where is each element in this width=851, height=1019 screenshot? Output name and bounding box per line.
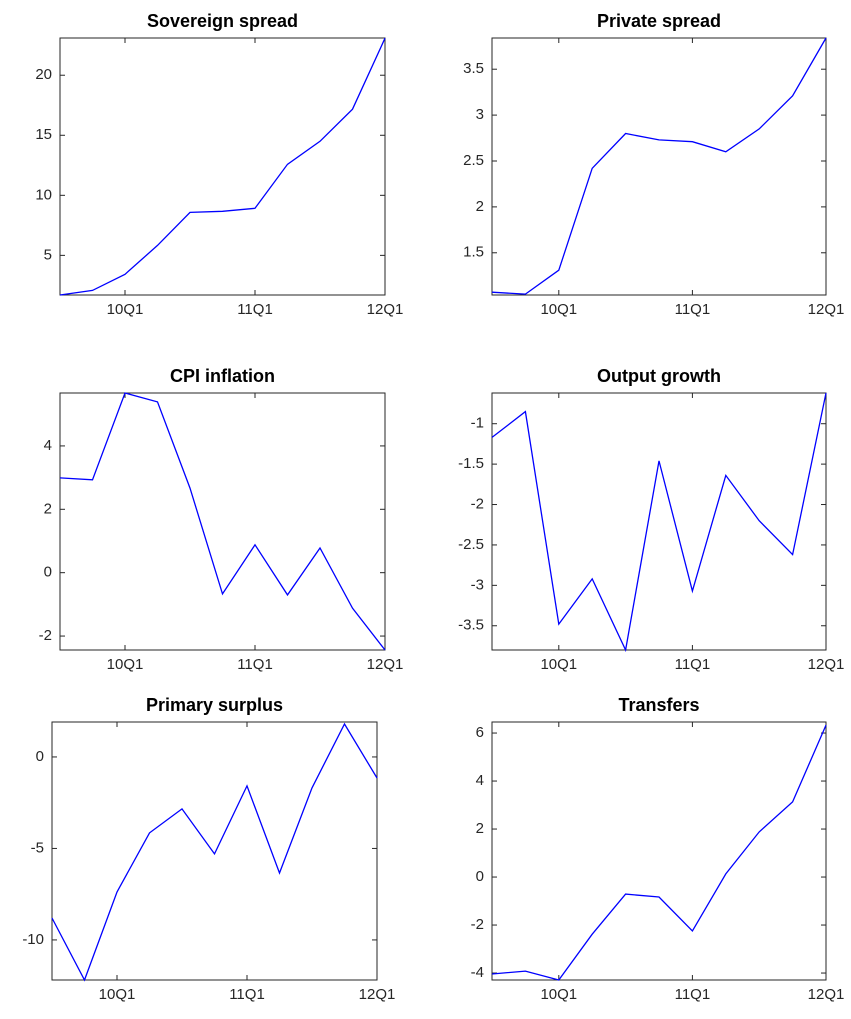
x-tick-label: 12Q1 — [808, 656, 845, 673]
x-tick-label: 11Q1 — [675, 301, 711, 318]
y-tick-label: -4 — [471, 964, 484, 981]
y-tick-label: 2 — [476, 820, 484, 837]
y-tick-label: 0 — [36, 748, 44, 765]
chart-title: Private spread — [597, 11, 721, 31]
x-tick-label: 11Q1 — [675, 986, 711, 1003]
y-tick-label: 20 — [35, 66, 52, 83]
y-tick-label: -3 — [471, 576, 484, 593]
y-tick-label: 10 — [35, 186, 52, 203]
x-tick-label: 10Q1 — [99, 986, 136, 1003]
y-tick-label: 3 — [476, 106, 484, 123]
y-tick-label: -2 — [471, 916, 484, 933]
y-tick-label: -2 — [471, 495, 484, 512]
y-tick-label: 15 — [35, 126, 52, 143]
x-tick-label: 10Q1 — [107, 301, 144, 318]
x-tick-label: 11Q1 — [237, 656, 273, 673]
series-line — [59, 37, 386, 296]
axes-box — [491, 721, 827, 981]
x-tick-label: 11Q1 — [229, 986, 265, 1003]
x-tick-label: 10Q1 — [540, 656, 577, 673]
series-line — [491, 724, 827, 981]
y-tick-label: 4 — [44, 437, 52, 454]
y-tick-label: 3.5 — [463, 60, 484, 77]
series-line — [491, 392, 827, 653]
x-tick-label: 10Q1 — [540, 301, 577, 318]
axes-box — [51, 721, 378, 981]
y-tick-label: -2.5 — [458, 536, 484, 553]
y-tick-label: 2 — [476, 198, 484, 215]
chart-title: Primary surplus — [146, 695, 283, 715]
series-line — [59, 392, 386, 651]
axes-box — [59, 392, 386, 651]
y-tick-label: 2.5 — [463, 152, 484, 169]
x-tick-label: 11Q1 — [237, 301, 273, 318]
y-tick-label: -1 — [471, 415, 484, 432]
y-tick-label: -3.5 — [458, 617, 484, 634]
chart-title: Output growth — [597, 366, 721, 386]
y-tick-label: -2 — [39, 627, 52, 644]
axes-box — [491, 37, 827, 296]
axes-box — [59, 37, 386, 296]
y-tick-label: 4 — [476, 772, 484, 789]
x-tick-label: 12Q1 — [367, 656, 404, 673]
series-line — [51, 722, 378, 982]
x-tick-label: 10Q1 — [540, 986, 577, 1003]
y-tick-label: 0 — [44, 564, 52, 581]
x-tick-label: 12Q1 — [359, 986, 396, 1003]
x-tick-label: 12Q1 — [808, 301, 845, 318]
x-tick-label: 12Q1 — [808, 986, 845, 1003]
y-tick-label: 2 — [44, 500, 52, 517]
y-tick-label: 0 — [476, 868, 484, 885]
y-tick-label: -1.5 — [458, 455, 484, 472]
x-tick-label: 12Q1 — [367, 301, 404, 318]
y-tick-label: -10 — [22, 931, 44, 948]
x-tick-label: 11Q1 — [675, 656, 711, 673]
chart-title: Transfers — [618, 695, 699, 715]
y-tick-label: 1.5 — [463, 244, 484, 261]
x-tick-label: 10Q1 — [107, 656, 144, 673]
y-tick-label: 5 — [44, 246, 52, 263]
y-tick-label: -5 — [31, 839, 44, 856]
y-tick-label: 6 — [476, 724, 484, 741]
axes-box — [491, 392, 827, 651]
series-line — [491, 37, 827, 295]
chart-title: Sovereign spread — [147, 11, 298, 31]
chart-title: CPI inflation — [170, 366, 275, 386]
